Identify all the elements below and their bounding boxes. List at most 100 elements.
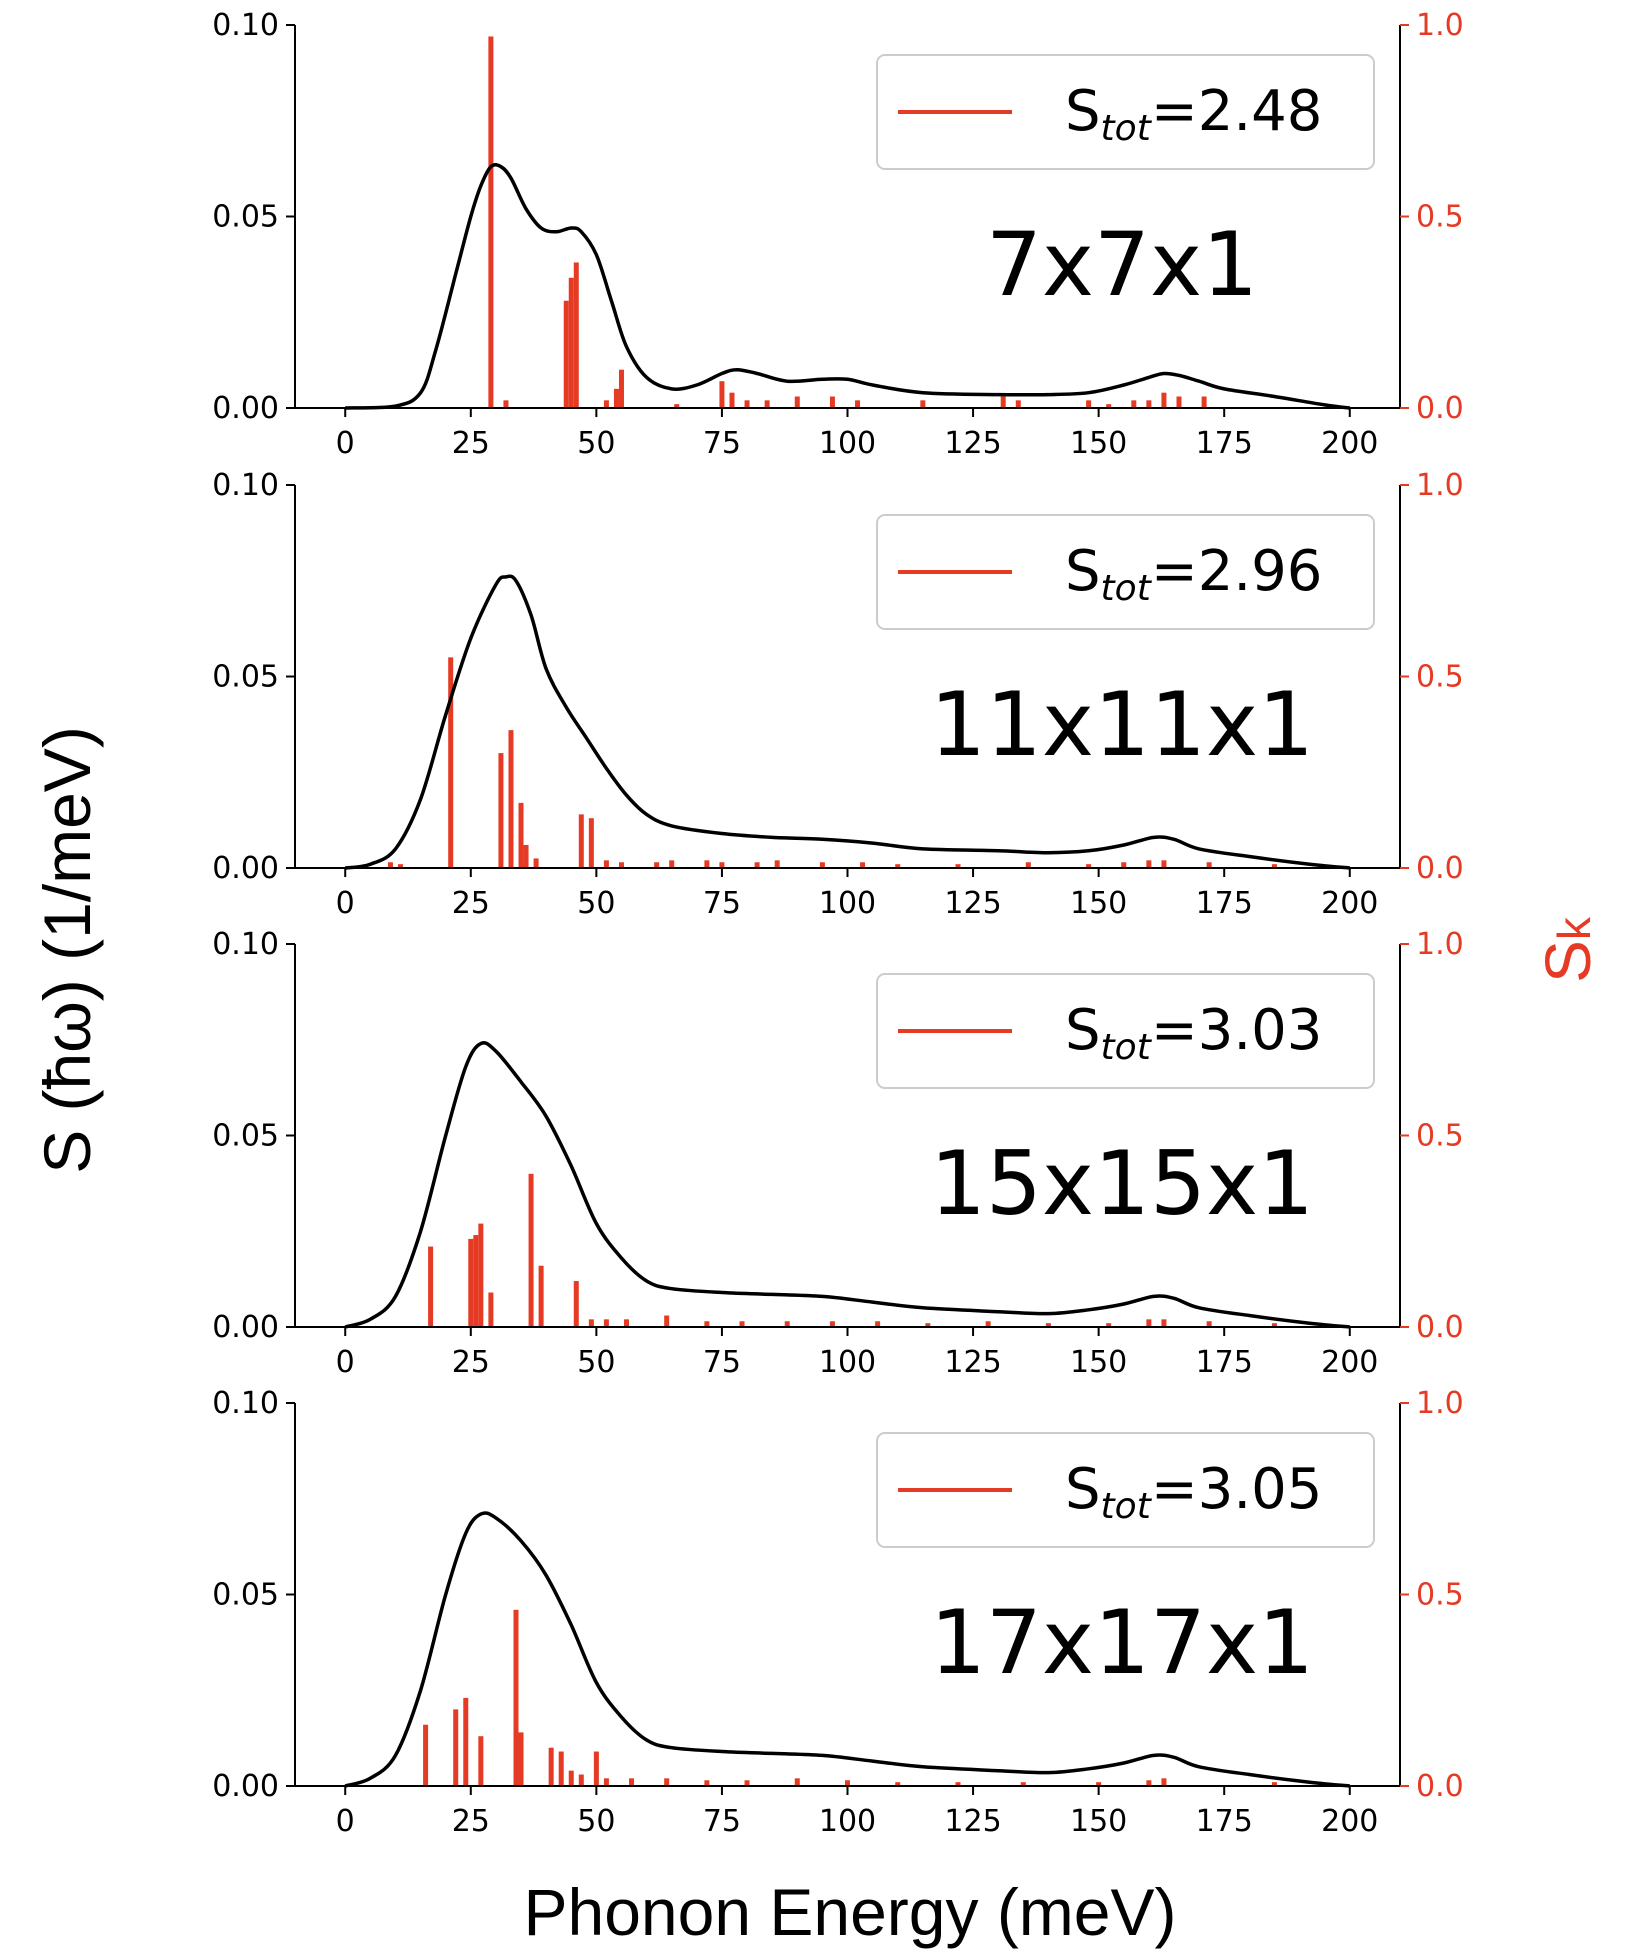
stick-bar	[578, 814, 584, 868]
y-left-tick-label: 0.10	[212, 1386, 279, 1421]
x-tick-label: 125	[944, 1804, 1001, 1839]
y-left-tick-label: 0.10	[212, 8, 279, 43]
stick-bar	[1161, 1778, 1167, 1786]
x-tick-label: 25	[452, 1345, 490, 1380]
spectral-curve	[344, 1511, 1350, 1788]
stick-bar	[674, 404, 680, 408]
spectral-curve	[345, 163, 1351, 410]
y-right-tick-label: 0.5	[1416, 660, 1464, 695]
stick-bar	[1271, 1782, 1277, 1786]
x-tick-label: 150	[1070, 1345, 1127, 1380]
stick-bar	[784, 1321, 790, 1327]
stick-bar	[664, 1315, 670, 1327]
stick-bar	[895, 1782, 901, 1786]
y-right-tick-label: 0.0	[1416, 1769, 1464, 1804]
x-tick-label: 100	[819, 1345, 876, 1380]
x-tick-label: 50	[577, 1345, 615, 1380]
stick-bar	[819, 862, 825, 868]
stick-bar	[624, 1319, 629, 1327]
stick-bar	[533, 858, 539, 868]
x-tick-label: 100	[819, 1804, 876, 1839]
panel: 0 25 50 75 100 125 150 175 200 0.00 0.05 0.10 0.0 0.5…	[212, 927, 1464, 1380]
stick-bar	[1161, 392, 1167, 408]
stick-bar	[508, 730, 514, 868]
stick-bar	[463, 1697, 469, 1786]
stick-bar	[794, 1778, 800, 1786]
legend-label: Stot=3.03	[1065, 998, 1322, 1068]
legend-label-value: =3.03	[1151, 998, 1323, 1063]
y-axis-label-left: S (ħω) (1/meV)	[30, 726, 104, 1174]
x-tick-label: 200	[1321, 1804, 1378, 1839]
legend-label-sub: tot	[1101, 568, 1153, 609]
stick-bar	[1146, 860, 1152, 868]
stick-bar	[478, 1736, 484, 1786]
stick-bar	[528, 1173, 534, 1327]
stick-bar	[603, 400, 609, 408]
panels-container: 0 25 50 75 100 125 150 175 200 0.00 0.05 0.10 0.0 0.5…	[212, 8, 1464, 1839]
spectral-curve	[344, 574, 1350, 870]
stick-bar	[829, 396, 835, 408]
x-tick-label: 75	[703, 1804, 741, 1839]
stick-bar	[1206, 862, 1212, 868]
y-left-tick-label: 0.05	[212, 1578, 279, 1613]
x-tick-label: 100	[819, 886, 876, 921]
legend-box	[876, 54, 1375, 170]
legend-box	[876, 514, 1375, 630]
y-right-tick-label: 0.5	[1416, 200, 1464, 235]
stick-bar	[664, 1778, 670, 1786]
stick-bar	[860, 862, 866, 868]
stick-bar	[739, 1321, 745, 1327]
stick-bar	[1121, 862, 1127, 868]
y-right-tick-label: 0.0	[1416, 391, 1464, 426]
stick-bar	[478, 1223, 484, 1327]
x-tick-label: 25	[452, 886, 490, 921]
stick-bar	[498, 753, 504, 868]
panel: 0 25 50 75 100 125 150 175 200 0.00 0.05 0.10 0.0 0.5…	[212, 468, 1464, 921]
legend: Stot=2.96	[876, 514, 1375, 630]
x-tick-label: 175	[1196, 886, 1253, 921]
stick-bar	[603, 1319, 609, 1327]
stick-bar	[1020, 1782, 1026, 1786]
x-tick-label: 175	[1196, 1804, 1253, 1839]
x-tick-label: 0	[336, 426, 355, 461]
x-tick-label: 125	[944, 426, 1001, 461]
stick-bar	[875, 1321, 881, 1327]
legend-label-prefix: S	[1065, 1457, 1101, 1522]
stick-bar	[845, 1780, 850, 1786]
stick-bar	[1000, 396, 1006, 408]
stick-bar	[1206, 1321, 1212, 1327]
y-left-tick-label: 0.00	[212, 391, 279, 426]
legend-box	[876, 973, 1375, 1089]
x-tick-label: 125	[944, 886, 1001, 921]
stick-bar	[719, 381, 725, 408]
stick-bar	[513, 1609, 519, 1786]
y-axis-label-right: Sk	[1532, 916, 1604, 983]
y-axis-label-right-sub: k	[1548, 916, 1600, 940]
stick-bar	[1015, 400, 1021, 408]
x-tick-label: 150	[1070, 886, 1127, 921]
panel-grid-label: 11x11x1	[930, 673, 1314, 776]
stick-bar	[473, 1235, 479, 1327]
stick-bar	[1106, 404, 1112, 408]
stick-bar	[719, 862, 725, 868]
y-left-tick-label: 0.05	[212, 1119, 279, 1154]
stick-bar	[423, 1724, 429, 1786]
y-right-tick-label: 1.0	[1416, 8, 1464, 43]
stick-bar	[428, 1246, 434, 1327]
y-left-tick-label: 0.10	[212, 927, 279, 962]
stick-bar	[1161, 860, 1167, 868]
stick-bar	[397, 864, 403, 868]
stick-bar	[855, 400, 861, 408]
stick-bar	[985, 1321, 991, 1327]
y-left-tick-label: 0.10	[212, 468, 279, 503]
stick-bar	[558, 1751, 564, 1786]
panel-grid-label: 17x17x1	[930, 1591, 1314, 1694]
x-tick-label: 25	[452, 1804, 490, 1839]
stick-bar	[573, 1281, 579, 1327]
stick-bar	[1161, 1319, 1167, 1327]
y-right-tick-label: 1.0	[1416, 927, 1464, 962]
legend-box	[876, 1432, 1375, 1548]
stick-bar	[704, 1780, 710, 1786]
legend-label-prefix: S	[1065, 539, 1101, 604]
